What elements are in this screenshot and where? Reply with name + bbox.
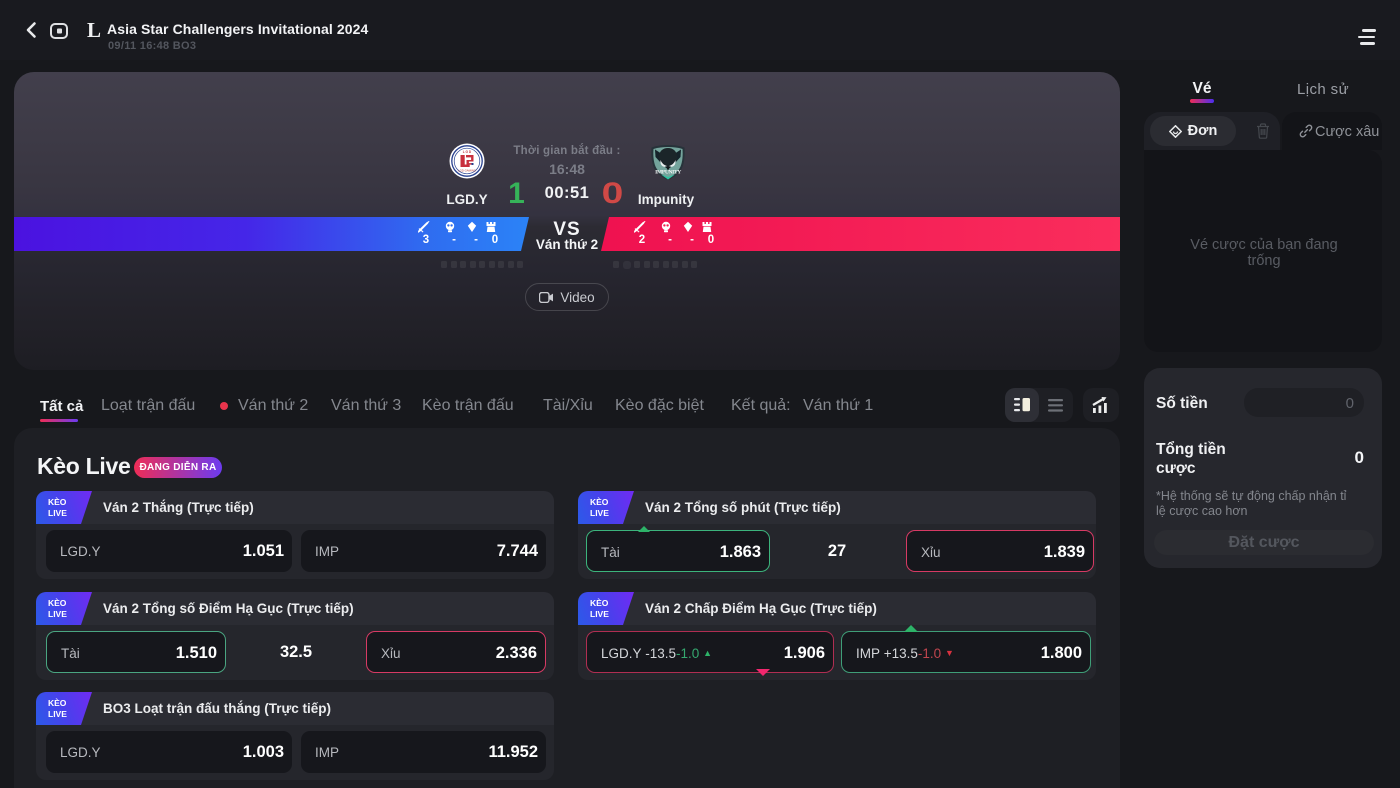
svg-text:L G D: L G D <box>463 150 472 154</box>
svg-text:LGD GAMING: LGD GAMING <box>458 169 476 173</box>
svg-text:IMPUNITY: IMPUNITY <box>655 170 681 176</box>
